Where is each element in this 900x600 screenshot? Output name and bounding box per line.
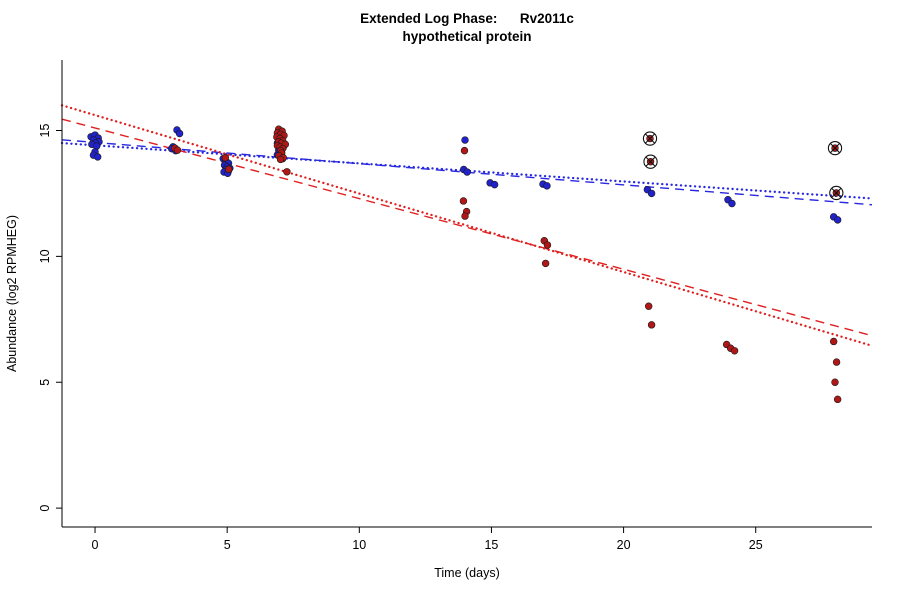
flagged-point-marker (829, 185, 844, 201)
outlier-ring-icon (827, 140, 843, 156)
data-point (647, 189, 656, 198)
data-point (541, 259, 550, 268)
outlier-x-icon (645, 156, 656, 167)
data-point (490, 180, 499, 189)
data-point (463, 168, 471, 176)
x-tick-label: 25 (749, 538, 763, 552)
data-point (829, 337, 838, 346)
data-point (461, 136, 469, 144)
y-tick-label: 5 (38, 379, 52, 386)
data-point (175, 129, 184, 138)
trend-lines (60, 104, 874, 347)
x-tick-label: 5 (224, 538, 231, 552)
x-tick-label: 0 (92, 538, 99, 552)
y-tick-label: 0 (38, 505, 52, 512)
data-point (647, 321, 656, 329)
data-point (276, 155, 285, 164)
series-flagged-outliers (642, 131, 844, 201)
red-dotted-fit-line (60, 104, 874, 347)
data-point (225, 165, 233, 173)
data-point (461, 212, 469, 220)
chart-title-line2: hypothetical protein (402, 29, 532, 44)
y-axis-label: Abundance (log2 RPMHEG) (5, 215, 19, 372)
data-point (543, 182, 551, 190)
outlier-x-icon (831, 187, 842, 199)
flagged-point-marker (643, 154, 658, 169)
outlier-ring-icon (643, 154, 658, 169)
data-point (832, 358, 841, 366)
outlier-ring-icon (829, 185, 844, 201)
data-point (543, 241, 552, 249)
data-point (173, 146, 182, 154)
x-tick-label: 15 (484, 538, 498, 552)
chart-title: Extended Log Phase: Rv2011c hypothetical… (34, 10, 900, 46)
blue-dotted-fit-line (60, 141, 874, 200)
y-tick-label: 10 (38, 249, 52, 263)
data-point (644, 302, 653, 310)
data-point (460, 146, 469, 155)
outlier-x-icon (644, 133, 656, 144)
data-point (93, 153, 102, 161)
x-tick-label: 20 (617, 538, 631, 552)
flagged-point-marker (642, 131, 658, 146)
data-point (833, 216, 842, 224)
data-point (833, 395, 842, 404)
y-tick-label: 15 (38, 123, 52, 137)
axes: 0 5 10 15 20 25 0 5 10 15 Time (days) Abundance (lo… (5, 60, 872, 580)
x-tick-label: 10 (352, 538, 366, 552)
data-point (831, 378, 839, 386)
outlier-x-icon (829, 143, 841, 154)
x-axis-label: Time (days) (434, 566, 500, 580)
flagged-point-marker (827, 140, 843, 156)
red-dashed-fit-line (61, 118, 873, 337)
data-point (283, 168, 291, 176)
outlier-ring-icon (642, 131, 658, 146)
data-point (730, 347, 739, 355)
data-point (728, 199, 736, 208)
data-point (459, 197, 468, 205)
series-condition-red (171, 125, 842, 404)
data-point (221, 153, 230, 162)
chart-title-line1: Extended Log Phase: Rv2011c (360, 11, 574, 26)
